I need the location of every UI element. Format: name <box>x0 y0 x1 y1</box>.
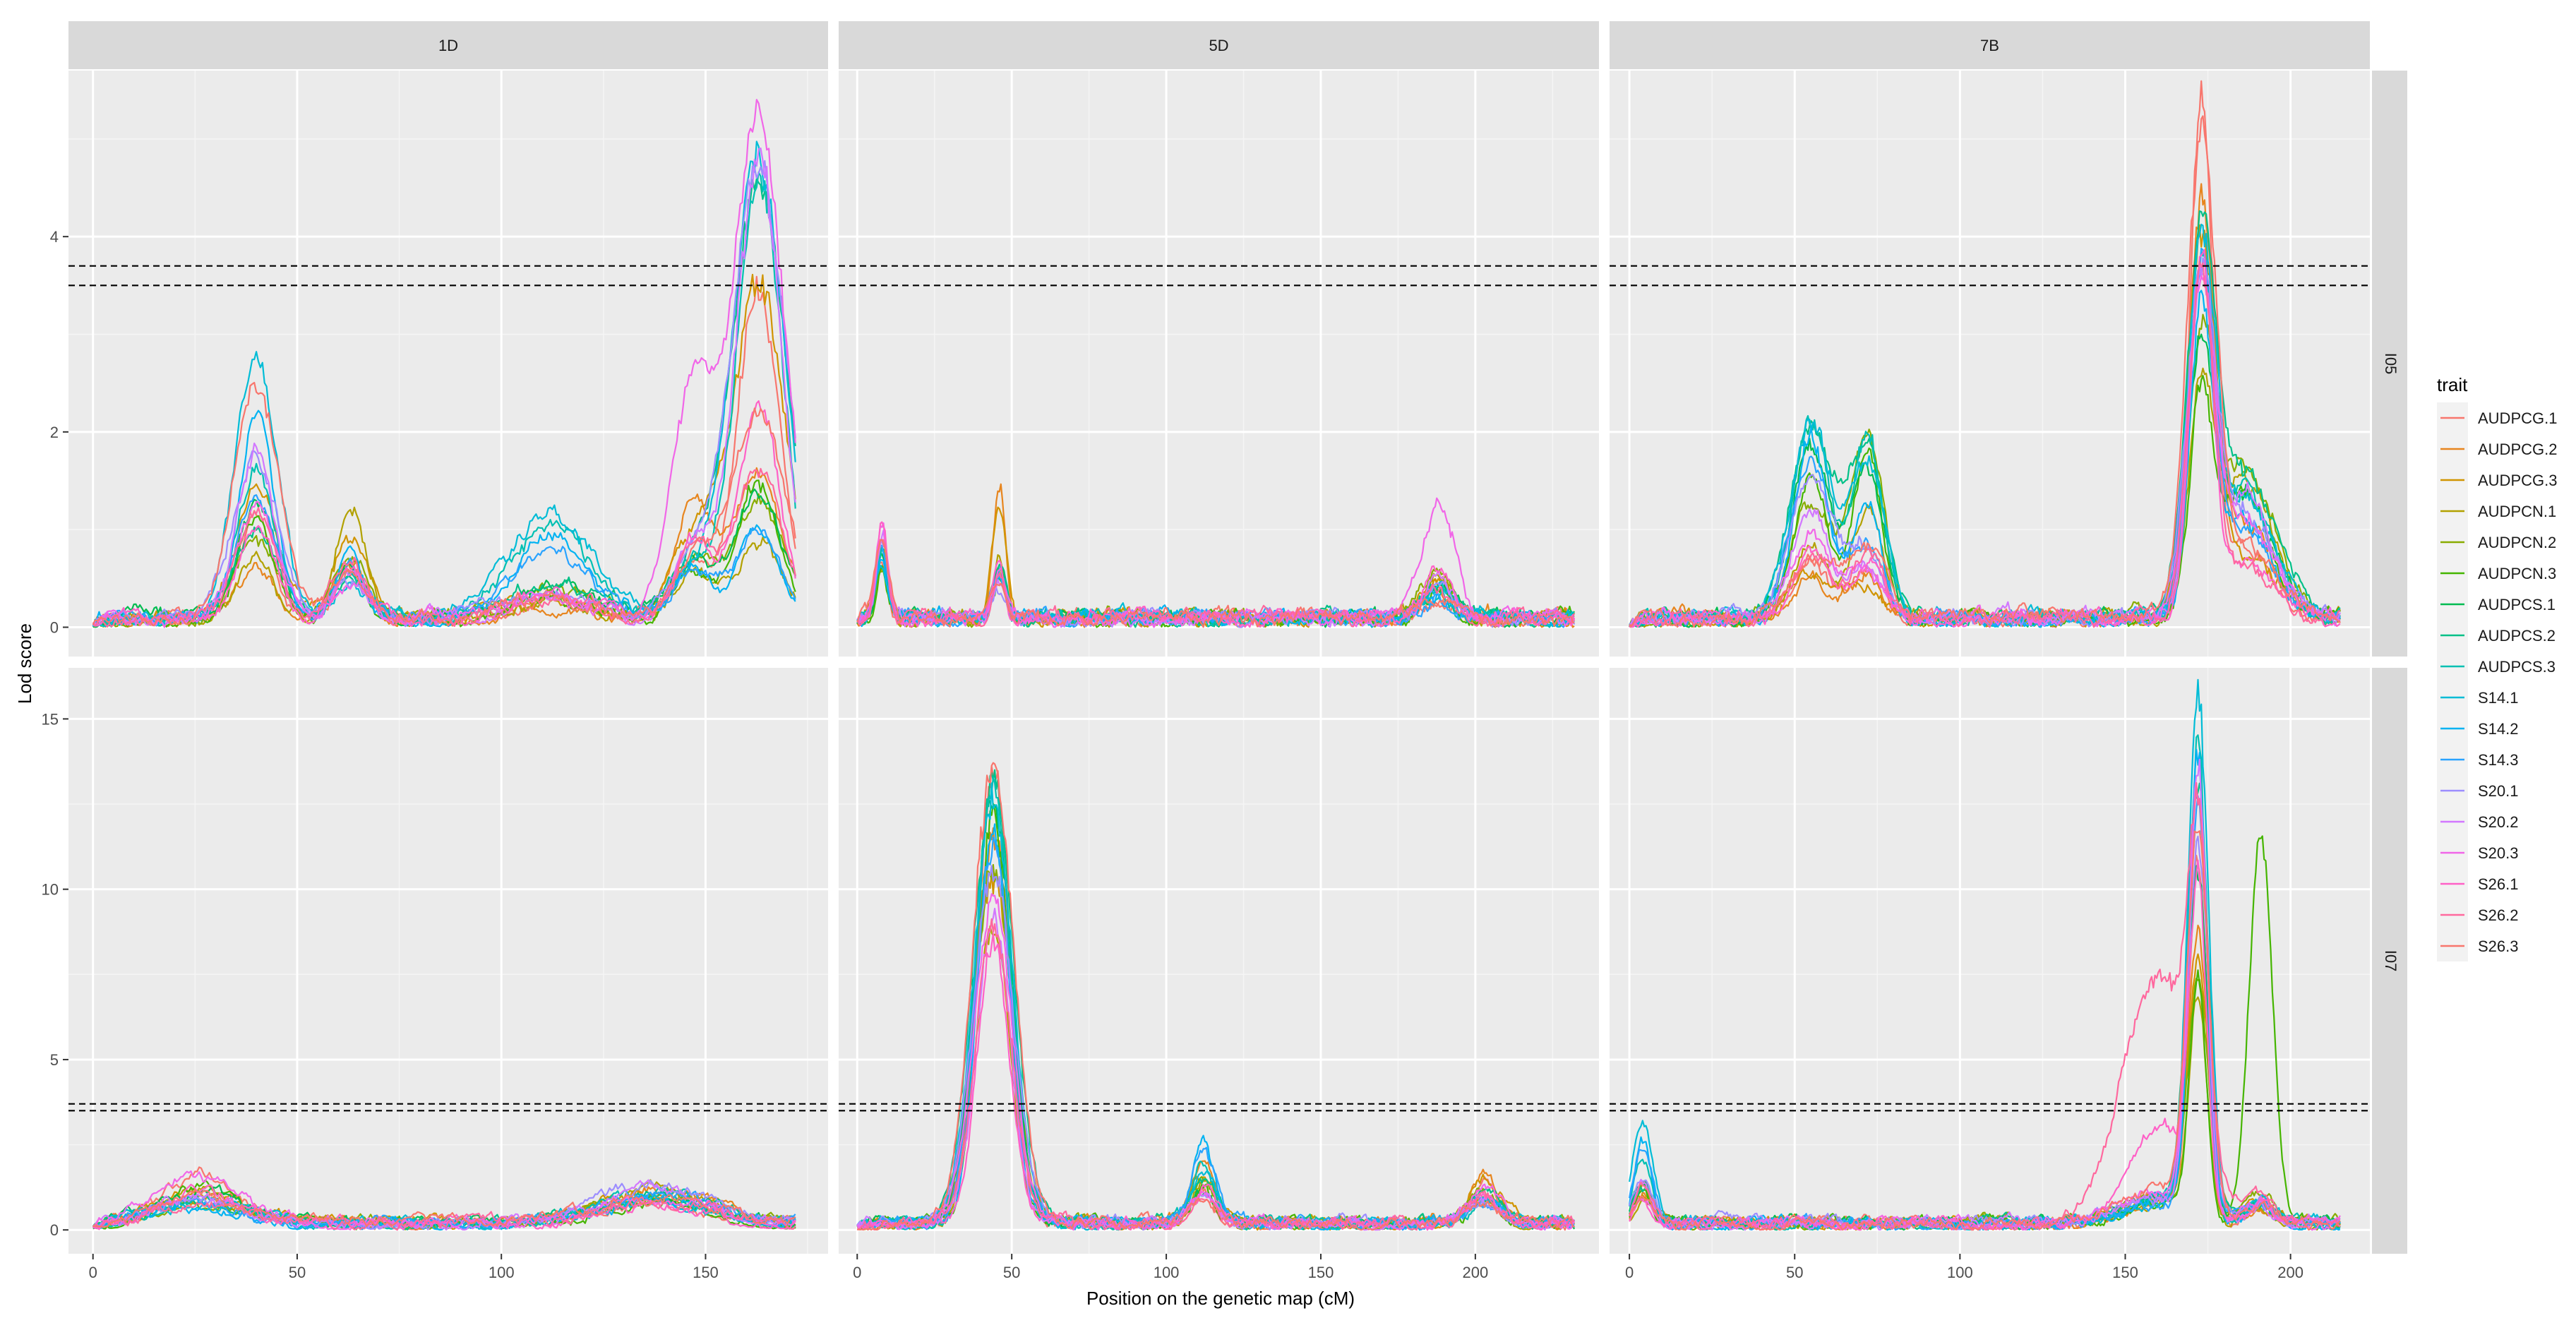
panel-background <box>68 71 828 657</box>
legend-label: AUDPCN.2 <box>2478 534 2556 551</box>
legend: trait AUDPCG.1 AUDPCG.2 AUDPCG.3 AUDPCN.1 AU… <box>2437 374 2557 961</box>
x-tick-label: 0 <box>89 1264 97 1281</box>
series-line-S26.3 <box>1629 115 2341 628</box>
series-line-S20.2 <box>92 1179 796 1231</box>
y-tick-label: 4 <box>50 228 59 246</box>
series-line-S26.3 <box>856 539 1575 628</box>
row-strip-bg <box>2372 71 2407 657</box>
legend-label: S14.3 <box>2478 751 2519 769</box>
series-line-S26.1 <box>856 521 1576 628</box>
x-tick-label: 150 <box>693 1264 719 1281</box>
panels-layer <box>68 71 2370 1254</box>
legend-label: S26.1 <box>2478 875 2519 893</box>
x-tick-label: 200 <box>1463 1264 1489 1281</box>
legend-label: S14.1 <box>2478 689 2519 707</box>
legend-label: AUDPCS.1 <box>2478 596 2556 613</box>
panel-7B-I05 <box>1610 71 2370 657</box>
y-tick-label: 2 <box>50 424 59 441</box>
x-tick-label: 100 <box>1947 1264 1973 1281</box>
column-strip-bg <box>68 21 828 69</box>
row-strip-label: I07 <box>2382 950 2400 972</box>
y-tick-label: 10 <box>42 881 59 899</box>
legend-label: S26.3 <box>2478 937 2519 955</box>
panel-background <box>1610 668 2370 1254</box>
panel-background <box>1610 71 2370 657</box>
x-axis-title: Position on the genetic map (cM) <box>1086 1288 1355 1309</box>
legend-label: S14.2 <box>2478 720 2519 738</box>
panel-1D-I07 <box>68 668 828 1254</box>
x-tick-label: 150 <box>1308 1264 1334 1281</box>
panel-background <box>68 668 828 1254</box>
x-tick-label: 0 <box>853 1264 861 1281</box>
legend-title: trait <box>2437 374 2468 395</box>
legend-label: AUDPCG.3 <box>2478 472 2557 489</box>
series-line-S26.1 <box>92 1183 796 1230</box>
series-line-S20.3 <box>856 893 1575 1231</box>
legend-label: S20.2 <box>2478 813 2519 831</box>
facet-strips: 1D 5D 7B I05 I07 <box>68 21 2407 1254</box>
column-strip-label: 1D <box>438 37 458 54</box>
series-line-S20.1 <box>92 1180 796 1231</box>
panel-5D-I07 <box>839 668 1599 1254</box>
series-line-S26.3 <box>857 762 1575 1231</box>
y-tick-label: 0 <box>50 619 59 637</box>
x-tick-label: 100 <box>1154 1264 1180 1281</box>
x-tick-label: 50 <box>289 1264 306 1281</box>
row-strip-label: I05 <box>2382 353 2400 375</box>
column-strip-label: 7B <box>1980 37 1999 54</box>
column-strip-bg <box>1610 21 2370 69</box>
legend-label: AUDPCN.1 <box>2478 503 2556 520</box>
panel-7B-I07 <box>1610 668 2370 1254</box>
panel-5D-I05 <box>839 71 1599 657</box>
y-tick-label: 5 <box>50 1051 59 1069</box>
row-strip-bg <box>2372 668 2407 1254</box>
series-line-S26.2 <box>92 1196 796 1231</box>
x-tick-label: 50 <box>1786 1264 1803 1281</box>
legend-label: S26.2 <box>2478 906 2519 924</box>
series-line-S26.3 <box>1629 830 2341 1231</box>
y-axis-title: Lod score <box>14 623 35 704</box>
x-tick-label: 200 <box>2277 1264 2304 1281</box>
legend-label: AUDPCS.3 <box>2478 658 2556 676</box>
series-line-S26.2 <box>1629 781 2341 1231</box>
series-line-S26.3 <box>92 1189 796 1228</box>
series-line-S26.2 <box>92 467 796 628</box>
x-tick-label: 100 <box>489 1264 515 1281</box>
panel-1D-I05 <box>68 71 828 657</box>
column-strip-label: 5D <box>1209 37 1228 54</box>
legend-label: AUDPCG.2 <box>2478 441 2557 458</box>
legend-label: AUDPCS.2 <box>2478 627 2556 645</box>
y-tick-label: 15 <box>42 710 59 728</box>
series-line-S26.1 <box>1629 248 2341 628</box>
legend-label: AUDPCN.3 <box>2478 565 2556 582</box>
series-line-S26.2 <box>856 918 1575 1231</box>
series-line-S20.3 <box>856 497 1576 628</box>
x-tick-label: 150 <box>2112 1264 2138 1281</box>
y-tick-label: 0 <box>50 1221 59 1239</box>
series-line-S26.2 <box>856 539 1575 628</box>
legend-label: S20.1 <box>2478 782 2519 800</box>
x-tick-label: 0 <box>1625 1264 1634 1281</box>
panel-background <box>839 668 1599 1254</box>
panel-background <box>839 71 1599 657</box>
legend-label: AUDPCG.1 <box>2478 409 2557 427</box>
legend-label: S20.3 <box>2478 844 2519 862</box>
column-strip-bg <box>839 21 1599 69</box>
series-line-S26.3 <box>92 381 796 627</box>
x-tick-label: 50 <box>1003 1264 1020 1281</box>
